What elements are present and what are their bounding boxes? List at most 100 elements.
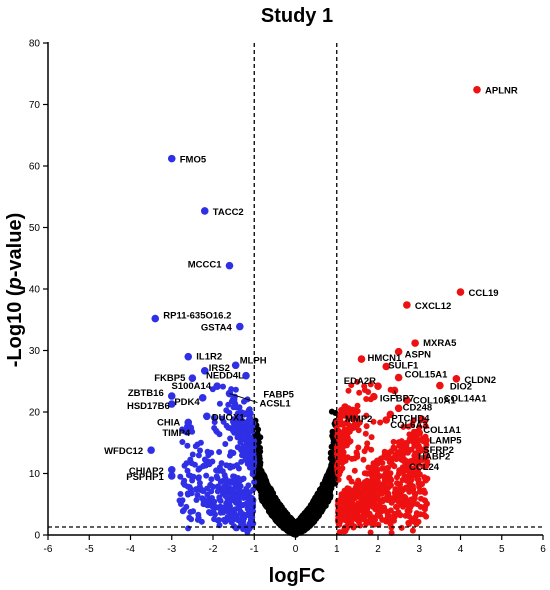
up-point: [418, 457, 425, 463]
down-point: [226, 409, 233, 416]
down-gene-point: [200, 366, 209, 375]
up-point: [376, 498, 383, 504]
up-gene-point: [382, 362, 391, 371]
down-point: [238, 458, 245, 465]
down-point: [208, 476, 215, 483]
gene-label: IL1R2: [196, 352, 222, 363]
down-point: [248, 517, 255, 524]
down-point: [218, 460, 225, 467]
down-point: [248, 495, 255, 501]
gene-label: DIO2: [450, 382, 472, 393]
up-point: [340, 510, 347, 517]
ns-point: [290, 525, 297, 532]
gene-label: CXCL12: [415, 301, 451, 312]
y-tick-label: 20: [29, 408, 41, 419]
down-point: [210, 414, 217, 421]
down-point: [201, 462, 208, 469]
up-point: [409, 421, 416, 428]
down-point: [222, 477, 229, 484]
down-point: [224, 508, 231, 515]
up-point: [387, 507, 394, 514]
down-point: [177, 473, 184, 480]
down-point: [211, 516, 218, 523]
up-point: [363, 423, 370, 430]
down-point: [244, 529, 251, 536]
down-point: [220, 516, 227, 523]
up-point: [381, 477, 388, 484]
up-point: [340, 455, 347, 462]
down-point: [237, 483, 244, 490]
down-point: [237, 477, 243, 484]
down-point: [242, 427, 249, 434]
up-point: [344, 490, 351, 497]
x-tick-label: 4: [458, 544, 464, 555]
down-point: [184, 490, 191, 497]
y-axis-title-part-1: -Log10 (: [4, 289, 26, 367]
x-tick-label: -2: [209, 544, 218, 555]
down-point: [192, 443, 199, 450]
down-gene-point: [147, 446, 155, 454]
up-point: [400, 423, 407, 430]
up-point: [345, 387, 352, 394]
down-point: [245, 482, 252, 489]
ns-point: [313, 509, 320, 516]
up-point: [379, 460, 386, 466]
down-point: [207, 481, 214, 488]
gene-label: TACC2: [213, 207, 244, 218]
down-point: [251, 479, 258, 486]
down-point: [235, 426, 242, 433]
down-point: [250, 446, 256, 452]
down-point: [247, 426, 254, 433]
ns-point: [259, 478, 266, 485]
y-tick-label: 40: [29, 285, 41, 296]
down-point: [185, 525, 192, 532]
down-point: [195, 452, 202, 459]
up-point: [370, 514, 377, 521]
ns-point: [329, 459, 336, 466]
up-point: [413, 521, 420, 527]
up-point: [421, 497, 428, 504]
down-point: [183, 503, 190, 510]
down-point: [228, 479, 235, 486]
down-point: [210, 508, 217, 514]
gene-label: MMP2: [345, 414, 372, 425]
up-point: [397, 487, 404, 494]
up-point: [346, 415, 353, 422]
up-point: [360, 456, 367, 463]
down-gene-point: [167, 466, 176, 474]
up-point: [363, 412, 370, 419]
down-point: [200, 496, 207, 503]
ns-point: [302, 517, 309, 524]
up-gene-point: [452, 374, 461, 383]
up-point: [349, 425, 356, 432]
x-tick-label: 3: [416, 544, 422, 555]
down-point: [221, 472, 228, 479]
gene-label: MCCC1: [188, 260, 222, 271]
ns-point: [256, 455, 263, 462]
gene-label: EDA2R: [344, 376, 376, 387]
up-point: [405, 519, 412, 526]
down-point: [240, 489, 247, 495]
up-point: [385, 464, 392, 471]
up-point: [406, 431, 413, 438]
down-point: [247, 410, 254, 417]
up-point: [416, 424, 423, 431]
down-point: [211, 419, 218, 426]
up-point: [419, 481, 425, 488]
down-point: [179, 439, 186, 445]
gene-label: APLNR: [485, 86, 518, 97]
up-point: [348, 478, 355, 485]
y-tick-label: 0: [34, 531, 40, 542]
up-point: [360, 480, 367, 487]
up-point: [355, 477, 362, 484]
down-point: [234, 430, 241, 437]
down-point: [197, 447, 203, 454]
down-point: [209, 458, 216, 465]
up-point: [415, 468, 421, 475]
up-point: [397, 493, 403, 500]
up-gene-point: [473, 85, 481, 94]
up-point: [422, 448, 429, 454]
down-point: [213, 467, 220, 474]
up-point: [375, 510, 381, 517]
gene-label: MXRA5: [423, 338, 457, 349]
